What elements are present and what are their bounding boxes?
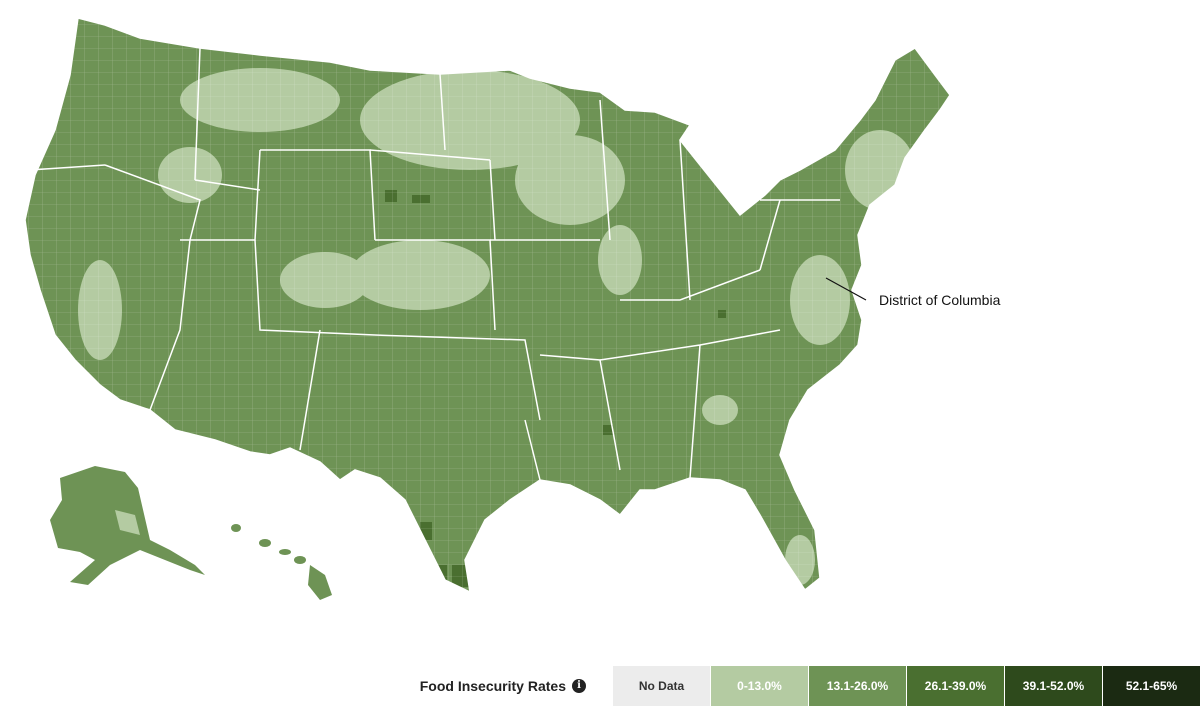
hawaii — [231, 524, 332, 600]
state-border — [689, 344, 701, 479]
state-boundaries — [29, 47, 840, 481]
state-border — [254, 239, 376, 336]
hawaii-maui — [294, 556, 306, 564]
legend-swatch[interactable]: 0-13.0% — [711, 666, 808, 706]
state-border — [374, 334, 541, 421]
legend-swatch[interactable]: 26.1-39.0% — [907, 666, 1004, 706]
state-border — [620, 269, 761, 301]
state-border — [369, 149, 491, 161]
contiguous-us — [24, 17, 951, 593]
west-texas-spot — [328, 485, 342, 510]
legend-title: Food Insecurity Rates i — [420, 666, 586, 706]
state-border — [299, 329, 321, 451]
state-border — [489, 159, 496, 241]
state-border — [679, 139, 691, 301]
alaska — [50, 466, 205, 585]
info-icon[interactable]: i — [572, 679, 586, 693]
state-border — [759, 199, 781, 271]
dc-leader-line — [825, 277, 867, 301]
legend: Food Insecurity Rates i No Data 0-13.0% 13… — [0, 666, 1200, 706]
hawaii-kauai — [231, 524, 241, 532]
legend-swatch[interactable]: No Data — [613, 666, 710, 706]
legend-swatch[interactable]: 52.1-65% — [1103, 666, 1200, 706]
state-border — [599, 99, 611, 241]
state-border — [439, 73, 446, 151]
state-border — [194, 179, 261, 191]
state-border — [524, 419, 541, 481]
legend-swatches: No Data 0-13.0% 13.1-26.0% 26.1-39.0% 39.1-5… — [613, 666, 1200, 706]
legend-title-text: Food Insecurity Rates — [419, 678, 566, 694]
county-grid — [25, 18, 950, 592]
dc-annotation: District of Columbia — [879, 292, 1001, 308]
legend-swatch[interactable]: 39.1-52.0% — [1005, 666, 1102, 706]
hawaii-big-island — [308, 565, 332, 600]
state-border — [194, 47, 201, 181]
hawaii-oahu — [259, 539, 271, 547]
hawaii-molokai — [279, 549, 291, 555]
legend-swatch[interactable]: 13.1-26.0% — [809, 666, 906, 706]
us-county-map[interactable] — [0, 0, 1200, 640]
state-border — [29, 164, 106, 171]
alaska-low-rate-area — [115, 510, 140, 535]
